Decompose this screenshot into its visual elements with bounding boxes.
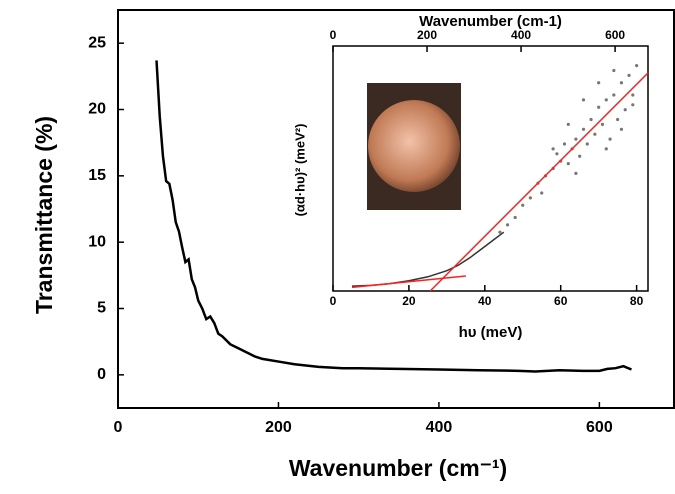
- y-tick-label: 25: [88, 34, 106, 51]
- x2-tick-label: 600: [605, 28, 625, 42]
- x-tick-label: 200: [265, 419, 292, 436]
- data-point: [586, 142, 589, 145]
- x-tick-label: 60: [554, 294, 568, 308]
- data-point: [635, 64, 638, 67]
- data-point: [597, 81, 600, 84]
- data-point: [616, 118, 619, 121]
- y-axis-label: (αd·hυ)² (meV²): [292, 124, 307, 217]
- data-point: [574, 172, 577, 175]
- data-point: [578, 155, 581, 158]
- x2-axis-label: Wavenumber (cm-1): [419, 13, 562, 30]
- data-point: [605, 98, 608, 101]
- data-point: [631, 93, 634, 96]
- data-point: [514, 216, 517, 219]
- data-point: [605, 147, 608, 150]
- x-tick-label: 400: [426, 419, 453, 436]
- data-point: [608, 138, 611, 141]
- data-point: [620, 128, 623, 131]
- data-point: [582, 128, 585, 131]
- data-point: [620, 81, 623, 84]
- data-point: [563, 142, 566, 145]
- figure: 02004006000510152025Wavenumber (cm⁻¹)Tra…: [0, 0, 675, 489]
- data-point: [552, 147, 555, 150]
- x-tick-label: 0: [330, 294, 337, 308]
- data-point: [612, 93, 615, 96]
- x-axis-label: Wavenumber (cm⁻¹): [289, 455, 507, 481]
- data-point: [597, 106, 600, 109]
- data-point: [506, 223, 509, 226]
- data-point: [540, 191, 543, 194]
- data-point: [521, 204, 524, 207]
- data-point: [624, 108, 627, 111]
- data-point: [593, 133, 596, 136]
- y-tick-label: 20: [88, 101, 106, 118]
- data-point: [627, 74, 630, 77]
- y-tick-label: 10: [88, 233, 106, 250]
- y-tick-label: 15: [88, 167, 106, 184]
- x2-tick-label: 0: [330, 28, 337, 42]
- data-point: [612, 69, 615, 72]
- sample-photo-disk: [368, 100, 460, 192]
- x-axis-label: hυ (meV): [459, 324, 523, 341]
- x-tick-label: 40: [478, 294, 492, 308]
- data-point: [567, 162, 570, 165]
- data-point: [631, 103, 634, 106]
- x-tick-label: 20: [402, 294, 416, 308]
- data-point: [555, 152, 558, 155]
- x-tick-label: 80: [630, 294, 644, 308]
- y-tick-label: 0: [97, 366, 106, 383]
- data-point: [529, 196, 532, 199]
- data-point: [498, 231, 501, 234]
- data-point: [567, 123, 570, 126]
- x2-tick-label: 400: [511, 28, 531, 42]
- data-point: [582, 98, 585, 101]
- data-point: [574, 138, 577, 141]
- data-point: [589, 118, 592, 121]
- x-tick-label: 0: [114, 419, 123, 436]
- x-tick-label: 600: [586, 419, 613, 436]
- x2-tick-label: 200: [417, 28, 437, 42]
- data-point: [601, 123, 604, 126]
- y-tick-label: 5: [97, 300, 106, 317]
- y-axis-label: Transmittance (%): [31, 116, 57, 314]
